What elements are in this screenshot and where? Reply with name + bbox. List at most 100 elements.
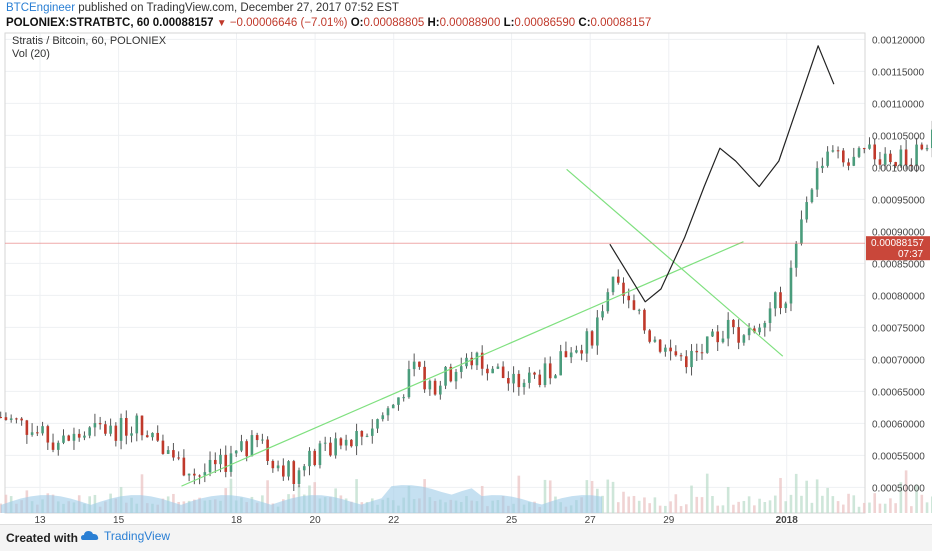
candle-body — [794, 243, 798, 268]
volume-bar — [611, 481, 615, 513]
down-triangle-icon: ▼ — [216, 18, 227, 29]
volume-bar — [548, 480, 552, 513]
candle-body — [674, 351, 678, 356]
volume-ma-area — [0, 485, 602, 513]
volume-bar — [705, 473, 709, 513]
close-label: C: — [578, 17, 591, 29]
candle-body — [852, 156, 856, 166]
candle-body — [83, 435, 86, 438]
candle-body — [208, 459, 212, 473]
candle-body — [763, 322, 767, 328]
candle-body — [747, 328, 751, 336]
candle-body — [266, 439, 269, 462]
y-tick-label: 0.00080000 — [872, 291, 925, 302]
candle-body — [925, 148, 929, 150]
volume-bar — [831, 496, 835, 513]
candle-body — [397, 397, 400, 405]
volume-bar — [910, 506, 913, 513]
candle-body — [779, 292, 782, 309]
volume-bar — [784, 501, 788, 513]
candle-body — [386, 408, 390, 416]
y-tick-label: 0.00115000 — [872, 67, 925, 78]
candle-body — [773, 292, 777, 309]
candle-body — [548, 363, 552, 379]
candle-body — [172, 450, 175, 458]
candle-body — [308, 450, 311, 467]
candle-body — [0, 417, 2, 418]
volume-bar — [789, 494, 793, 513]
candle-body — [25, 420, 29, 435]
x-tick-label: 27 — [585, 515, 597, 524]
volume-bar — [648, 503, 651, 513]
volume-bar — [711, 495, 714, 513]
candle-body — [554, 375, 557, 379]
countdown-label: 07:37 — [898, 249, 923, 260]
volume-bar — [889, 498, 892, 513]
y-tick-label: 0.00095000 — [872, 195, 925, 206]
y-tick-label: 0.00085000 — [872, 259, 925, 270]
candle-body — [622, 282, 625, 296]
candle-body — [391, 404, 395, 409]
candle-body — [67, 435, 71, 441]
candle-body — [198, 475, 201, 477]
candle-body — [789, 267, 793, 304]
candle-body — [648, 330, 651, 342]
candle-body — [496, 366, 500, 369]
candle-body — [355, 431, 358, 447]
support-trendline — [181, 241, 744, 487]
candle-body — [658, 339, 662, 352]
x-tick-label: 15 — [113, 515, 125, 524]
candle-body — [444, 366, 447, 386]
close-value: 0.00088157 — [590, 17, 652, 29]
candle-body — [538, 374, 542, 386]
candle-body — [240, 441, 243, 451]
volume-bar — [883, 503, 887, 513]
chart-area[interactable]: Stratis / Bitcoin, 60, POLONIEX Vol (20)… — [0, 0, 932, 524]
candle-body — [559, 351, 562, 376]
candle-body — [742, 335, 746, 343]
candle-body — [187, 473, 191, 476]
published-text: published on TradingView.com, December 2… — [78, 2, 399, 14]
candle-body — [842, 150, 845, 163]
candle-body — [156, 432, 160, 441]
volume-bar — [742, 500, 746, 513]
open-label: O: — [350, 17, 364, 29]
candle-body — [140, 415, 144, 436]
candle-body — [910, 165, 913, 167]
candle-body — [9, 418, 13, 420]
volume-bar — [753, 505, 756, 513]
candle-body — [643, 309, 646, 331]
candle-body — [486, 368, 489, 374]
candle-body — [77, 433, 81, 438]
candle-body — [323, 442, 327, 444]
candle-body — [768, 308, 772, 323]
volume-bar — [821, 495, 824, 513]
candle-body — [135, 415, 139, 434]
candle-body — [878, 159, 882, 165]
x-tick-label: 13 — [34, 515, 46, 524]
volume-bar — [878, 503, 882, 513]
candle-body — [826, 151, 829, 166]
volume-bar — [606, 479, 610, 513]
volume-bar — [266, 480, 269, 513]
candle-body — [637, 309, 641, 311]
y-tick-label: 0.00090000 — [872, 227, 925, 238]
y-tick-label: 0.00100000 — [872, 163, 925, 174]
candle-body — [711, 331, 714, 337]
candle-body — [815, 168, 819, 190]
resistance-trendline — [566, 168, 784, 357]
volume-bar — [700, 497, 704, 513]
candle-body — [527, 372, 531, 383]
candle-body — [313, 450, 317, 466]
tradingview-logo[interactable]: TradingView — [80, 529, 170, 543]
candle-body — [862, 148, 866, 150]
author-link[interactable]: BTCEngineer — [6, 2, 76, 14]
candle-body — [93, 423, 97, 428]
candle-body — [690, 350, 693, 368]
x-tick-label: 29 — [663, 515, 675, 524]
candle-body — [151, 432, 154, 438]
candle-body — [255, 435, 259, 441]
candle-body — [318, 443, 322, 466]
volume-bar — [721, 505, 725, 513]
y-tick-label: 0.00110000 — [872, 99, 925, 110]
